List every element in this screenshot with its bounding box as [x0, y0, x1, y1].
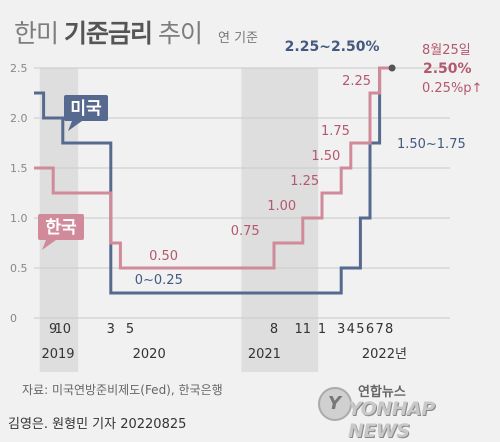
credit-line: 김영은. 원형민 기자 20220825 — [8, 417, 187, 432]
legend-kr: 한국 — [45, 218, 77, 238]
kr-rate-label: 1.25 — [290, 174, 319, 189]
x-month-label: 3 — [337, 322, 345, 337]
legend-us: 미국 — [70, 99, 102, 119]
y-tick-label: 2.5 — [10, 62, 28, 75]
x-month-label: 4 — [347, 322, 355, 337]
kr-rate-label: 0.50 — [149, 249, 178, 264]
y-tick-label: 1.0 — [10, 212, 28, 225]
legend-us-pointer — [68, 121, 82, 131]
kr-rate-label: 1.50 — [311, 149, 340, 164]
x-month-label: 6 — [366, 322, 374, 337]
y-tick-label: 0.5 — [10, 262, 28, 275]
legend-kr-box — [38, 214, 84, 240]
x-month-label: 9 — [49, 322, 57, 337]
x-month-label: 8 — [270, 322, 278, 337]
title-part-3: 추이 — [158, 19, 203, 48]
chart-title: 한미 기준금리 추이 연 기준 — [14, 14, 258, 50]
x-month-label: 11 — [295, 322, 312, 337]
us-rate-label: 0~0.25 — [135, 273, 183, 288]
x-month-label: 7 — [375, 322, 383, 337]
title-part-2: 기준금리 — [64, 19, 153, 48]
kr-rate-label: 1.00 — [267, 199, 296, 214]
legend-kr-pointer — [42, 240, 56, 250]
kr-rate-label: 2.25 — [342, 74, 371, 89]
series-line-us — [34, 66, 393, 295]
source-note: 자료: 미국연방준비제도(Fed), 한국은행 — [22, 383, 223, 397]
logo-text-en: YONHAP NEWS — [348, 398, 435, 442]
yonhap-logo: Y 연합뉴스 YONHAP NEWS — [318, 379, 500, 442]
y-tick-label: 1.5 — [10, 162, 28, 175]
us-rate-label: 1.50~1.75 — [397, 137, 466, 152]
kr-latest-date: 8월25일 — [422, 43, 471, 58]
x-month-label: 5 — [356, 322, 364, 337]
x-month-label: 10 — [55, 322, 72, 337]
y-tick-label: 2.0 — [10, 112, 28, 125]
title-part-1: 한미 — [14, 19, 59, 48]
series-line-kr — [34, 66, 393, 270]
x-month-label: 3 — [107, 322, 115, 337]
logo-mark-icon: Y — [318, 387, 352, 421]
latest-point-marker — [388, 64, 396, 72]
year-band-2021 — [241, 68, 319, 372]
kr-latest-value: 2.50% — [423, 61, 472, 77]
x-month-label: 5 — [126, 322, 134, 337]
us-rate-label: 2.25~2.50% — [285, 39, 380, 55]
x-month-label: 1 — [318, 322, 326, 337]
x-year-label: 2021 — [248, 347, 281, 362]
kr-rate-label: 1.75 — [321, 124, 350, 139]
legend-us-box — [64, 95, 108, 121]
y-tick-label: 0 — [10, 312, 17, 325]
x-year-label: 2019 — [41, 347, 74, 362]
x-month-label: 8 — [385, 322, 393, 337]
kr-rate-label: 0.75 — [231, 224, 260, 239]
x-year-label: 2020 — [133, 347, 166, 362]
x-year-label: 2022년 — [362, 347, 407, 362]
chart-subtitle: 연 기준 — [218, 31, 259, 46]
kr-latest-change: 0.25%p↑ — [422, 81, 482, 96]
logo-text-kr: 연합뉴스 — [358, 385, 406, 400]
